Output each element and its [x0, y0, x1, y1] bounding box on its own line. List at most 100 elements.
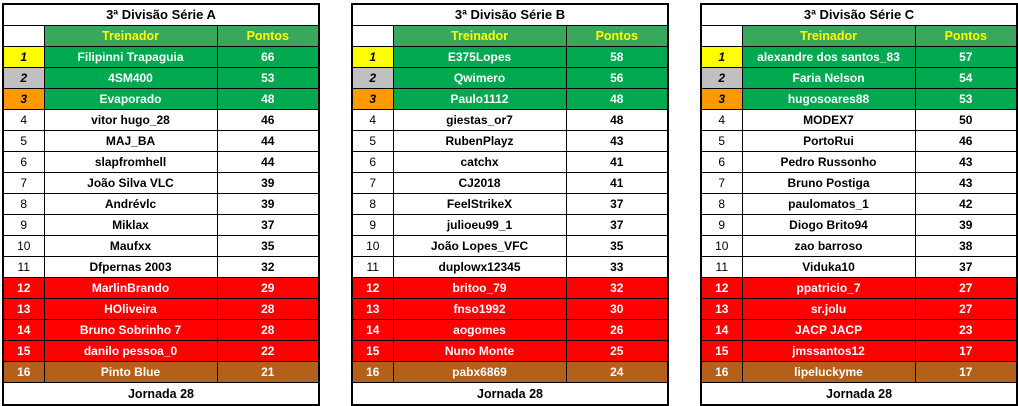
row-trainer-name: PortoRui — [741, 130, 916, 152]
table-row: 13 HOliveira 28 — [2, 298, 320, 320]
row-position: 5 — [351, 130, 394, 152]
row-position: 7 — [351, 172, 394, 194]
row-points: 17 — [914, 340, 1018, 362]
row-position: 8 — [700, 193, 743, 215]
row-trainer-name: Bruno Sobrinho 7 — [43, 319, 218, 341]
table-row: 11 duplowx12345 33 — [351, 256, 669, 278]
row-position: 2 — [351, 67, 394, 89]
row-trainer-name: britoo_79 — [392, 277, 567, 299]
row-points: 41 — [565, 151, 669, 173]
table-row: 10 Maufxx 35 — [2, 235, 320, 257]
table-row: 6 slapfromhell 44 — [2, 151, 320, 173]
table-row: 3 Evaporado 48 — [2, 88, 320, 110]
col-header-treinador: Treinador — [741, 25, 916, 47]
row-trainer-name: Dfpernas 2003 — [43, 256, 218, 278]
table-row: 9 Diogo Brito94 39 — [700, 214, 1018, 236]
row-points: 28 — [216, 319, 320, 341]
row-points: 56 — [565, 67, 669, 89]
table-title: 3ª Divisão Série B — [351, 3, 669, 26]
row-trainer-name: ppatricio_7 — [741, 277, 916, 299]
row-position: 10 — [700, 235, 743, 257]
row-points: 30 — [565, 298, 669, 320]
row-trainer-name: MAJ_BA — [43, 130, 218, 152]
table-footer-row: Jornada 28 — [351, 382, 669, 406]
row-position: 12 — [351, 277, 394, 299]
row-position: 10 — [351, 235, 394, 257]
table-row: 13 sr.jolu 27 — [700, 298, 1018, 320]
row-trainer-name: Pedro Russonho — [741, 151, 916, 173]
table-row: 4 MODEX7 50 — [700, 109, 1018, 131]
col-header-position — [2, 25, 45, 47]
row-position: 11 — [2, 256, 45, 278]
row-position: 12 — [700, 277, 743, 299]
row-points: 37 — [216, 214, 320, 236]
row-points: 46 — [914, 130, 1018, 152]
row-trainer-name: sr.jolu — [741, 298, 916, 320]
row-position: 9 — [2, 214, 45, 236]
table-row: 16 lipeluckyme 17 — [700, 361, 1018, 383]
row-trainer-name: Faria Nelson — [741, 67, 916, 89]
row-trainer-name: HOliveira — [43, 298, 218, 320]
row-trainer-name: pabx6869 — [392, 361, 567, 383]
table-row: 11 Dfpernas 2003 32 — [2, 256, 320, 278]
table-row: 1 E375Lopes 58 — [351, 46, 669, 68]
row-trainer-name: fnso1992 — [392, 298, 567, 320]
row-position: 11 — [700, 256, 743, 278]
row-points: 26 — [565, 319, 669, 341]
row-position: 4 — [2, 109, 45, 131]
row-points: 37 — [914, 256, 1018, 278]
row-points: 22 — [216, 340, 320, 362]
row-trainer-name: lipeluckyme — [741, 361, 916, 383]
table-footer-row: Jornada 28 — [700, 382, 1018, 406]
row-points: 37 — [565, 193, 669, 215]
row-position: 7 — [700, 172, 743, 194]
table-row: 5 PortoRui 46 — [700, 130, 1018, 152]
row-position: 16 — [700, 361, 743, 383]
row-points: 41 — [565, 172, 669, 194]
row-trainer-name: slapfromhell — [43, 151, 218, 173]
table-row: 7 Bruno Postiga 43 — [700, 172, 1018, 194]
row-points: 37 — [565, 214, 669, 236]
league-table-serie-c: 3ª Divisão Série C Treinador Pontos 1 ale… — [700, 3, 1018, 406]
table-title: 3ª Divisão Série C — [700, 3, 1018, 26]
row-points: 39 — [216, 193, 320, 215]
table-row: 7 João Silva VLC 39 — [2, 172, 320, 194]
row-points: 35 — [565, 235, 669, 257]
table-row: 2 Faria Nelson 54 — [700, 67, 1018, 89]
row-points: 17 — [914, 361, 1018, 383]
row-position: 8 — [2, 193, 45, 215]
row-position: 10 — [2, 235, 45, 257]
row-position: 1 — [351, 46, 394, 68]
row-trainer-name: 4SM400 — [43, 67, 218, 89]
table-row: 3 hugosoares88 53 — [700, 88, 1018, 110]
row-position: 7 — [2, 172, 45, 194]
row-points: 35 — [216, 235, 320, 257]
row-points: 43 — [914, 151, 1018, 173]
table-row: 1 alexandre dos santos_83 57 — [700, 46, 1018, 68]
table-row: 14 JACP JACP 23 — [700, 319, 1018, 341]
table-row: 7 CJ2018 41 — [351, 172, 669, 194]
table-title: 3ª Divisão Série A — [2, 3, 320, 26]
row-trainer-name: duplowx12345 — [392, 256, 567, 278]
row-trainer-name: MODEX7 — [741, 109, 916, 131]
row-trainer-name: JACP JACP — [741, 319, 916, 341]
row-position: 16 — [351, 361, 394, 383]
table-row: 11 Viduka10 37 — [700, 256, 1018, 278]
row-position: 8 — [351, 193, 394, 215]
row-trainer-name: vitor hugo_28 — [43, 109, 218, 131]
row-position: 1 — [2, 46, 45, 68]
col-header-pontos: Pontos — [565, 25, 669, 47]
row-trainer-name: giestas_or7 — [392, 109, 567, 131]
row-trainer-name: João Lopes_VFC — [392, 235, 567, 257]
row-position: 4 — [351, 109, 394, 131]
row-trainer-name: hugosoares88 — [741, 88, 916, 110]
col-header-position — [351, 25, 394, 47]
table-row: 14 Bruno Sobrinho 7 28 — [2, 319, 320, 341]
row-trainer-name: Bruno Postiga — [741, 172, 916, 194]
row-trainer-name: zao barroso — [741, 235, 916, 257]
row-points: 57 — [914, 46, 1018, 68]
table-row: 12 britoo_79 32 — [351, 277, 669, 299]
row-points: 32 — [216, 256, 320, 278]
table-row: 1 Filipinni Trapaguia 66 — [2, 46, 320, 68]
